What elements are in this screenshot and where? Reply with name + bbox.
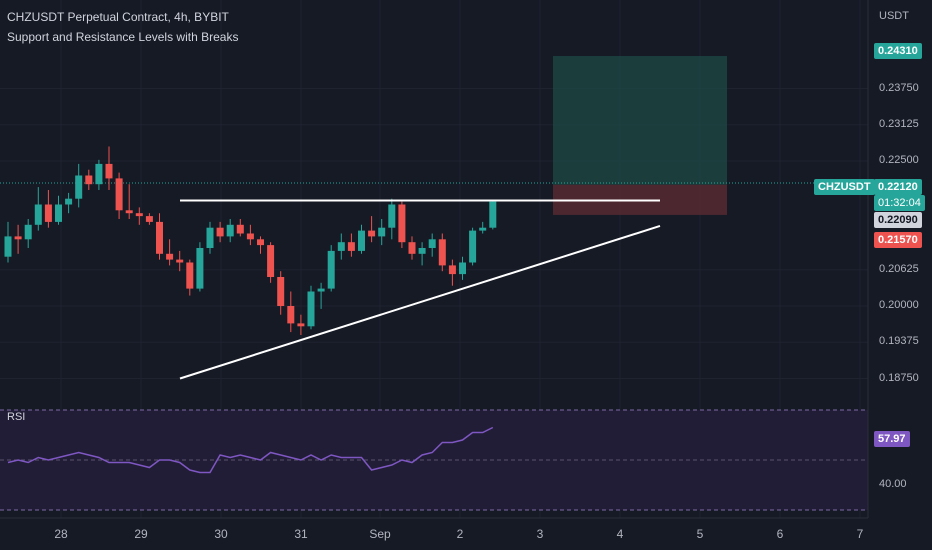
candle-body bbox=[358, 230, 365, 251]
candle-body bbox=[408, 242, 416, 254]
x-tick-label: 6 bbox=[776, 527, 784, 541]
target-price-tag: 0.24310 bbox=[874, 43, 922, 59]
candle-body bbox=[95, 163, 103, 185]
candle-body bbox=[4, 236, 12, 257]
candle-body bbox=[267, 245, 275, 277]
currency-label: USDT bbox=[879, 10, 909, 22]
candle-body bbox=[257, 239, 264, 246]
candle-body bbox=[347, 242, 355, 251]
candle-body bbox=[236, 224, 244, 234]
price-tick-label: 0.23750 bbox=[879, 81, 919, 94]
candle-body bbox=[378, 227, 386, 237]
take-profit-zone bbox=[553, 56, 727, 185]
rsi-value-tag: 57.97 bbox=[874, 431, 910, 447]
price-tick-label: 0.20625 bbox=[879, 262, 919, 275]
price-tick-label: 0.23125 bbox=[879, 117, 919, 130]
candle-body bbox=[448, 265, 456, 275]
x-tick-label: 29 bbox=[134, 527, 148, 541]
candle-body bbox=[297, 323, 305, 327]
x-tick-label: 28 bbox=[54, 527, 68, 541]
candle-body bbox=[75, 175, 83, 199]
candle-body bbox=[246, 233, 254, 240]
candles bbox=[4, 146, 497, 335]
price-tick-label: 0.19375 bbox=[879, 335, 919, 348]
candle-body bbox=[115, 178, 123, 211]
candle-body bbox=[55, 204, 62, 222]
support-trendline[interactable] bbox=[179, 225, 661, 380]
rsi-line bbox=[7, 426, 494, 474]
countdown-tag: 01:32:04 bbox=[874, 195, 925, 211]
indicator-title: Support and Resistance Levels with Break… bbox=[7, 30, 239, 44]
candle-body bbox=[388, 204, 396, 228]
candle-body bbox=[398, 204, 406, 243]
stop-price-tag: 0.21570 bbox=[874, 232, 922, 248]
candle-body bbox=[277, 277, 285, 306]
x-tick-label: Sep bbox=[369, 527, 391, 541]
candle-body bbox=[166, 253, 174, 260]
candle-body bbox=[135, 213, 143, 217]
candle-body bbox=[216, 227, 224, 237]
candle-body bbox=[459, 262, 466, 275]
candle-body bbox=[479, 227, 487, 231]
x-tick-label: 31 bbox=[294, 527, 308, 541]
candle-body bbox=[14, 236, 22, 240]
candle-body bbox=[368, 230, 376, 237]
x-tick-label: 7 bbox=[856, 527, 864, 541]
x-tick-label: 3 bbox=[536, 527, 544, 541]
candle-body bbox=[65, 198, 73, 205]
candle-body bbox=[176, 259, 184, 263]
price-tick-label: 0.22500 bbox=[879, 154, 919, 166]
price-tick-label: 0.18750 bbox=[879, 371, 919, 384]
candle-body bbox=[327, 250, 335, 289]
candle-body bbox=[287, 306, 295, 324]
candle-body bbox=[317, 288, 325, 292]
candle-body bbox=[34, 204, 42, 225]
candle-body bbox=[186, 262, 194, 289]
candle-body bbox=[469, 230, 477, 263]
last-price-tag: 0.22120 bbox=[874, 179, 922, 195]
candle-body bbox=[438, 239, 446, 266]
candle-body bbox=[44, 204, 52, 222]
candle-body bbox=[337, 242, 345, 251]
candle-body bbox=[307, 291, 315, 327]
candle-body bbox=[206, 227, 214, 248]
candle-body bbox=[145, 216, 153, 222]
price-tick-label: 0.20000 bbox=[879, 299, 919, 311]
candle-body bbox=[85, 175, 93, 185]
candle-body bbox=[226, 224, 234, 237]
entry-price-tag: 0.22090 bbox=[874, 212, 922, 228]
candle-body bbox=[196, 248, 204, 289]
chart-title: CHZUSDT Perpetual Contract, 4h, BYBIT bbox=[7, 10, 229, 24]
x-tick-label: 30 bbox=[214, 527, 228, 541]
x-tick-label: 5 bbox=[696, 527, 704, 541]
candle-body bbox=[418, 248, 426, 254]
x-tick-label: 2 bbox=[456, 527, 464, 541]
candle-body bbox=[125, 210, 133, 214]
rsi-tick-label: 40.00 bbox=[879, 478, 907, 490]
rsi-title: RSI bbox=[7, 411, 26, 423]
symbol-tag: CHZUSDT bbox=[814, 179, 875, 195]
candle-body bbox=[156, 221, 163, 254]
candle-body bbox=[105, 163, 113, 179]
candle-body bbox=[24, 224, 32, 240]
x-tick-label: 4 bbox=[616, 527, 624, 541]
candle-body bbox=[489, 201, 497, 228]
candle-body bbox=[428, 239, 436, 248]
